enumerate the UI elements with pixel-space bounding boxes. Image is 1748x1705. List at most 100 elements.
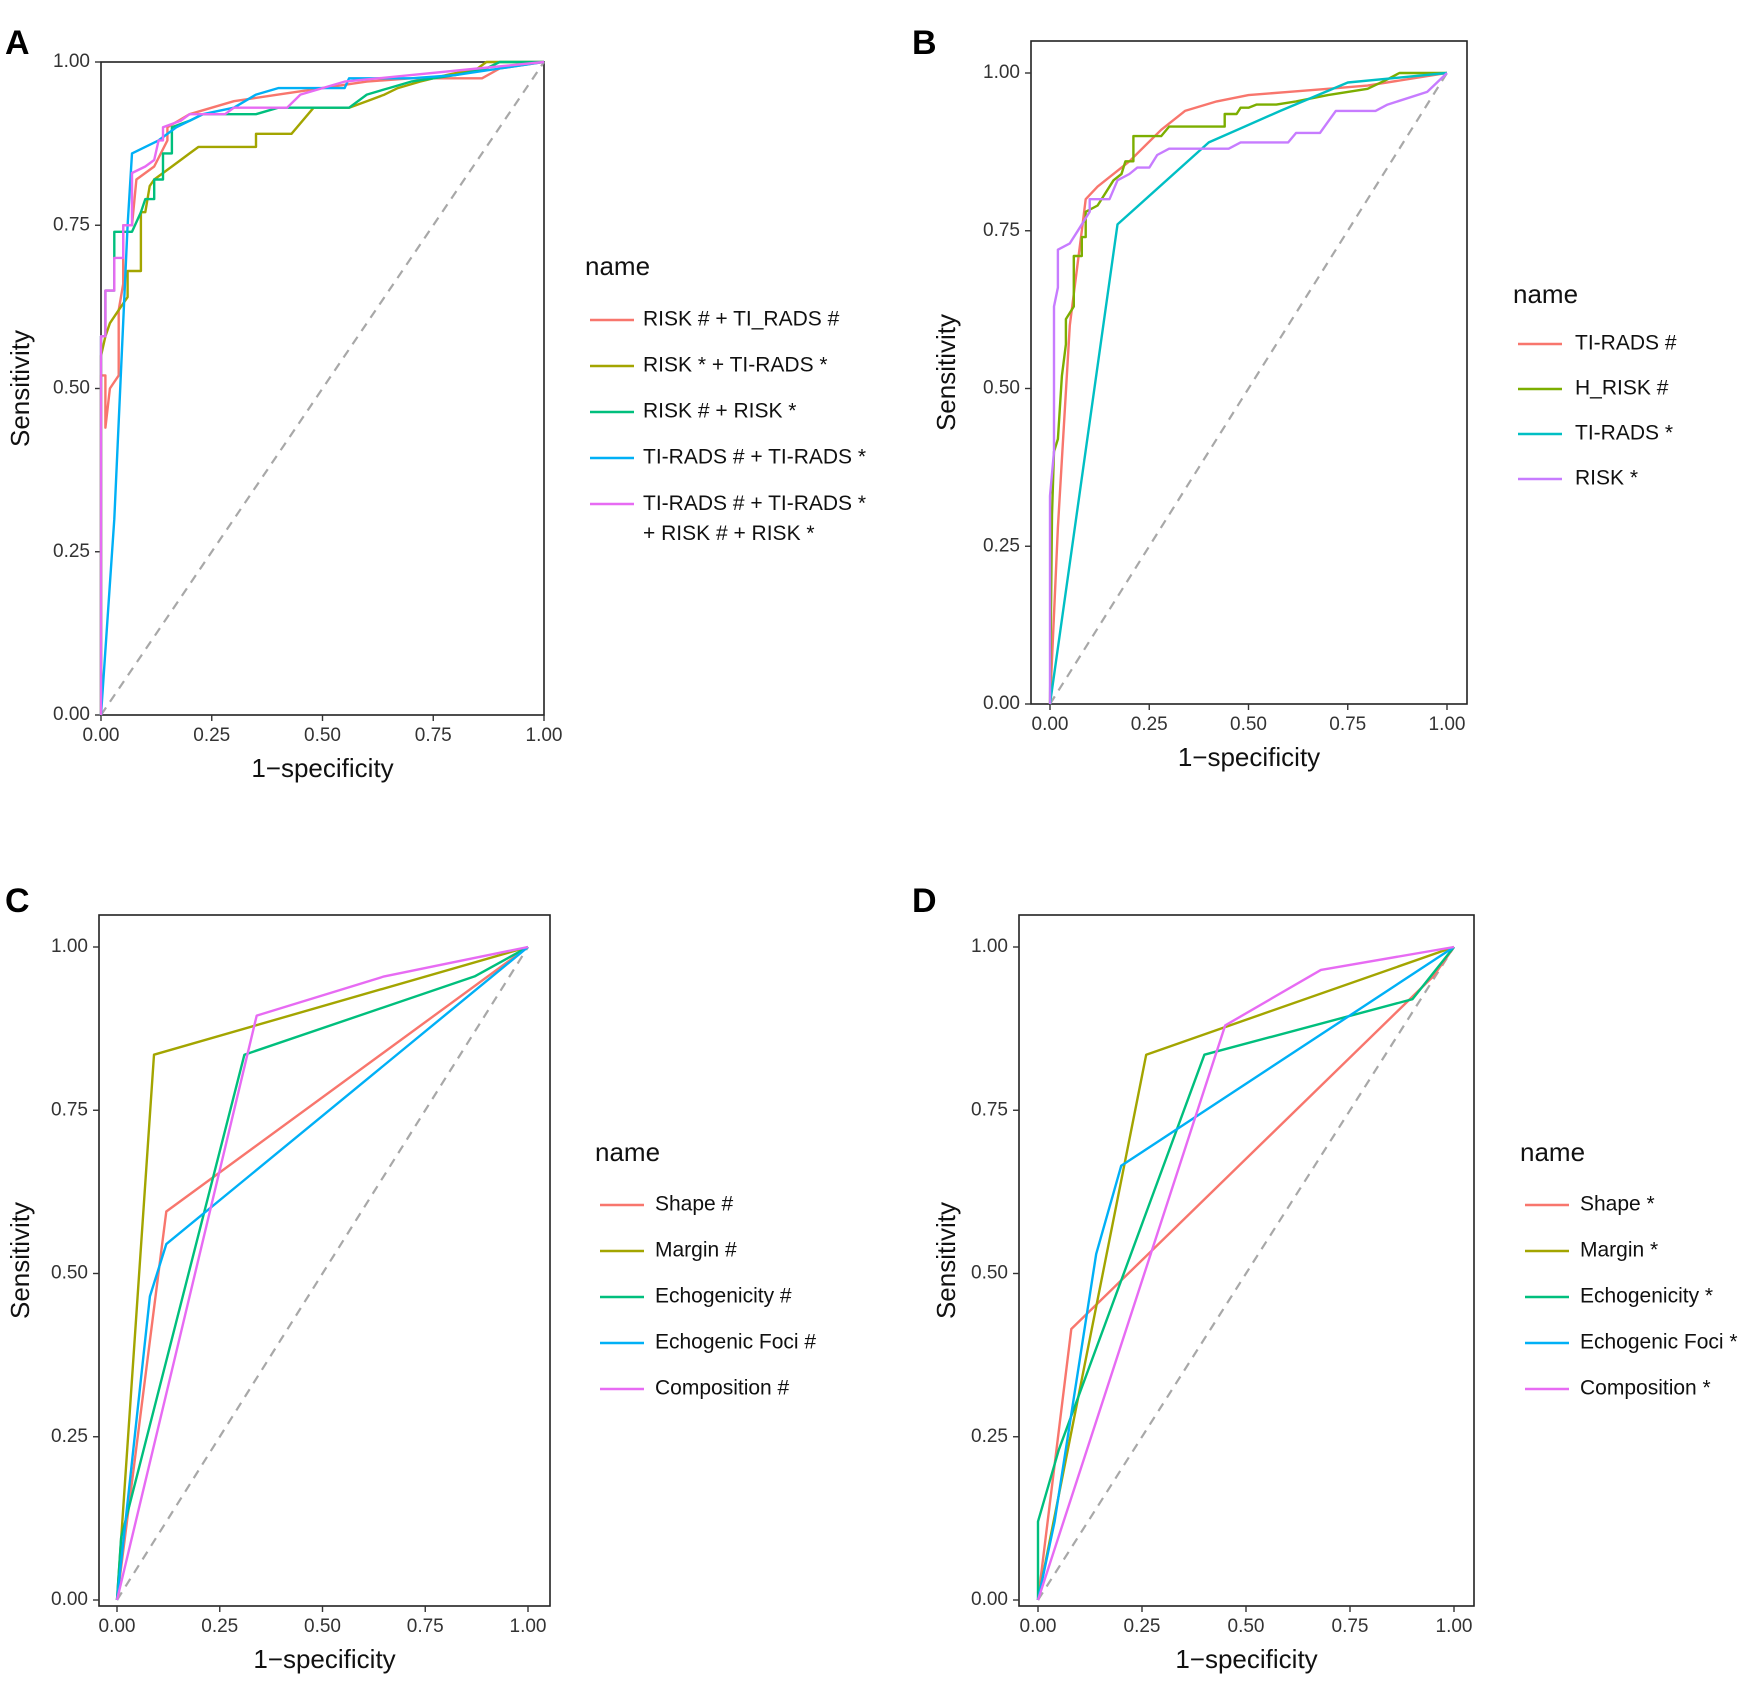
legend-label-line: TI-RADS # + TI-RADS * <box>643 492 866 515</box>
reference-diagonal <box>116 946 529 1601</box>
x-tick-label: 0.25 <box>1131 714 1168 735</box>
x-tick-label: 0.00 <box>99 1616 136 1637</box>
legend-label: Margin * <box>1580 1239 1658 1262</box>
x-tick-label: 1.00 <box>510 1616 547 1637</box>
y-tick-label: 0.00 <box>983 693 1020 714</box>
roc-curve-echogenicity <box>1036 946 1455 1600</box>
y-axis-title: Sensitivity <box>931 314 961 431</box>
y-tick-label: 0.75 <box>971 1099 1008 1120</box>
legend-title: name <box>1513 279 1578 309</box>
legend-label: Echogenic Foci # <box>655 1331 816 1354</box>
roc-curve-shape <box>115 946 529 1601</box>
roc-curve-risk-ti-rads <box>99 60 545 715</box>
x-tick-label: 1.00 <box>1429 714 1466 735</box>
x-tick-label: 0.25 <box>1124 1616 1161 1637</box>
legend: name RISK # + TI_RADS # RISK * + TI-RADS *… <box>585 251 866 545</box>
y-tick-label: 0.75 <box>983 220 1020 241</box>
y-axis-title: Sensitivity <box>5 1202 35 1319</box>
x-tick-label: 0.25 <box>193 725 230 746</box>
y-tick-label: 0.25 <box>51 1426 88 1447</box>
x-tick-label: 0.75 <box>415 725 452 746</box>
y-tick-label: 1.00 <box>51 936 88 957</box>
x-tick-label: 0.75 <box>407 1616 444 1637</box>
panel-letter: B <box>912 24 937 62</box>
panel-d: D 0.00 0.25 0.50 0.75 1.00 0.00 0.25 0.50 0.75 1.0… <box>912 882 1738 1674</box>
roc-curve-composition <box>115 945 529 1601</box>
legend-title: name <box>595 1137 660 1167</box>
panel-letter: C <box>5 882 30 920</box>
legend-label: Echogenic Foci * <box>1580 1331 1738 1354</box>
legend-label: Shape * <box>1580 1193 1655 1216</box>
legend-label: Margin # <box>655 1239 737 1262</box>
y-tick-label: 0.75 <box>53 214 90 235</box>
plot-border <box>98 914 551 1607</box>
x-tick-label: 0.25 <box>201 1616 238 1637</box>
y-tick-label: 0.00 <box>971 1589 1008 1610</box>
roc-curve-margin <box>115 945 529 1601</box>
roc-curve-h-risk <box>1048 71 1447 705</box>
x-tick-label: 0.75 <box>1329 714 1366 735</box>
y-tick-label: 1.00 <box>971 936 1008 957</box>
legend-label: TI-RADS # + TI-RADS * <box>643 446 866 469</box>
y-tick-label: 0.25 <box>971 1426 1008 1447</box>
x-tick-label: 1.00 <box>526 725 563 746</box>
y-tick-label: 0.00 <box>53 704 90 725</box>
x-tick-label: 0.00 <box>1032 714 1069 735</box>
legend-label: RISK * <box>1575 467 1638 490</box>
x-tick-label: 0.50 <box>304 725 341 746</box>
x-axis-title: 1−specificity <box>1178 742 1320 772</box>
roc-curve-composition <box>1036 945 1455 1601</box>
roc-curve-margin <box>1036 945 1455 1601</box>
legend-label: Echogenicity # <box>655 1285 792 1308</box>
x-axis-title: 1−specificity <box>1175 1644 1317 1674</box>
roc-curve-echogenicity <box>115 945 529 1601</box>
reference-diagonal <box>1049 72 1448 705</box>
x-tick-label: 0.75 <box>1332 1616 1369 1637</box>
panel-a: A 0.00 0.25 0.50 0.75 1.00 0.00 0.25 0.50 0.75 1.0… <box>5 24 866 783</box>
x-axis-title: 1−specificity <box>251 753 393 783</box>
panel-letter: A <box>5 24 30 62</box>
y-tick-label: 1.00 <box>53 51 90 72</box>
x-axis-title: 1−specificity <box>253 1644 395 1674</box>
roc-curve-ti-rads <box>1048 71 1448 705</box>
legend-label: TI-RADS # <box>1575 332 1677 355</box>
reference-diagonal <box>1037 946 1455 1601</box>
y-tick-label: 0.25 <box>983 535 1020 556</box>
legend-label: H_RISK # <box>1575 377 1669 400</box>
legend-label: TI-RADS # + TI-RADS * + RISK # + RISK * <box>643 492 866 545</box>
x-tick-label: 1.00 <box>1436 1616 1473 1637</box>
y-tick-label: 0.25 <box>53 541 90 562</box>
x-tick-label: 0.50 <box>1230 714 1267 735</box>
y-axis-title: Sensitivity <box>5 330 35 447</box>
y-tick-label: 0.50 <box>51 1263 88 1284</box>
legend-label: RISK * + TI-RADS * <box>643 354 828 377</box>
legend: name TI-RADS # H_RISK # TI-RADS * RISK * <box>1513 279 1677 490</box>
roc-curve-echogenic-foci <box>1036 945 1455 1601</box>
roc-curve-echogenic-foci <box>115 946 529 1601</box>
legend: name Shape # Margin # Echogenicity # Echogen… <box>595 1137 816 1400</box>
y-tick-label: 0.00 <box>51 1589 88 1610</box>
legend-label: Echogenicity * <box>1580 1285 1713 1308</box>
legend: name Shape * Margin * Echogenicity * Echogen… <box>1520 1137 1738 1400</box>
y-tick-label: 0.50 <box>53 378 90 399</box>
reference-diagonal <box>100 61 545 716</box>
panel-b: B 0.00 0.25 0.50 0.75 1.00 0.00 0.25 0.50 0.75 1.0… <box>912 24 1677 772</box>
panel-c: C 0.00 0.25 0.50 0.75 1.00 0.00 0.25 0.50 0.75 1.0… <box>5 882 817 1674</box>
y-tick-label: 1.00 <box>983 62 1020 83</box>
y-axis-title: Sensitivity <box>931 1202 961 1319</box>
legend-label: RISK # + TI_RADS # <box>643 308 840 331</box>
legend-title: name <box>585 251 650 281</box>
legend-label: TI-RADS * <box>1575 422 1673 445</box>
y-tick-label: 0.75 <box>51 1099 88 1120</box>
legend-label: RISK # + RISK * <box>643 400 796 423</box>
legend-label: Shape # <box>655 1193 734 1216</box>
x-tick-label: 0.50 <box>304 1616 341 1637</box>
x-tick-label: 0.00 <box>83 725 120 746</box>
legend-title: name <box>1520 1137 1585 1167</box>
x-tick-label: 0.00 <box>1020 1616 1057 1637</box>
legend-label: Composition * <box>1580 1377 1711 1400</box>
legend-label-line: + RISK # + RISK * <box>643 522 815 545</box>
legend-label: Composition # <box>655 1377 790 1400</box>
